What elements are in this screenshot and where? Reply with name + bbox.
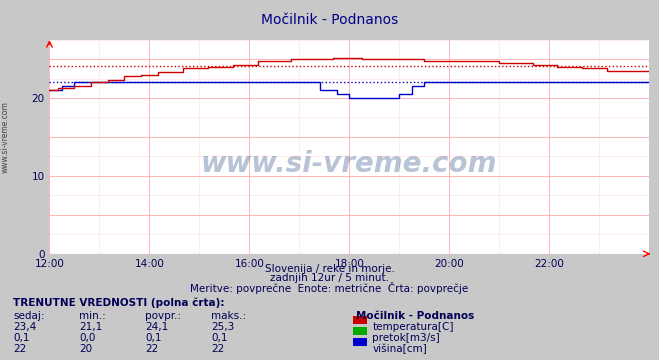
- Text: zadnjih 12ur / 5 minut.: zadnjih 12ur / 5 minut.: [270, 273, 389, 283]
- Text: www.si-vreme.com: www.si-vreme.com: [201, 150, 498, 178]
- Text: 22: 22: [13, 344, 26, 354]
- Text: 0,0: 0,0: [79, 333, 96, 343]
- Text: Slovenija / reke in morje.: Slovenija / reke in morje.: [264, 264, 395, 274]
- Text: 24,1: 24,1: [145, 322, 168, 332]
- Text: višina[cm]: višina[cm]: [372, 344, 427, 354]
- Text: temperatura[C]: temperatura[C]: [372, 322, 454, 332]
- Text: Močilnik - Podnanos: Močilnik - Podnanos: [356, 311, 474, 321]
- Text: www.si-vreme.com: www.si-vreme.com: [1, 101, 10, 173]
- Text: pretok[m3/s]: pretok[m3/s]: [372, 333, 440, 343]
- Text: 21,1: 21,1: [79, 322, 102, 332]
- Text: sedaj:: sedaj:: [13, 311, 45, 321]
- Text: Močilnik - Podnanos: Močilnik - Podnanos: [261, 13, 398, 27]
- Text: min.:: min.:: [79, 311, 106, 321]
- Text: 23,4: 23,4: [13, 322, 36, 332]
- Text: TRENUTNE VREDNOSTI (polna črta):: TRENUTNE VREDNOSTI (polna črta):: [13, 297, 225, 307]
- Text: 0,1: 0,1: [13, 333, 30, 343]
- Text: povpr.:: povpr.:: [145, 311, 181, 321]
- Text: maks.:: maks.:: [211, 311, 246, 321]
- Text: 0,1: 0,1: [145, 333, 161, 343]
- Text: Meritve: povprečne  Enote: metrične  Črta: povprečje: Meritve: povprečne Enote: metrične Črta:…: [190, 282, 469, 294]
- Text: 0,1: 0,1: [211, 333, 227, 343]
- Text: 22: 22: [145, 344, 158, 354]
- Text: 22: 22: [211, 344, 224, 354]
- Text: 25,3: 25,3: [211, 322, 234, 332]
- Text: 20: 20: [79, 344, 92, 354]
